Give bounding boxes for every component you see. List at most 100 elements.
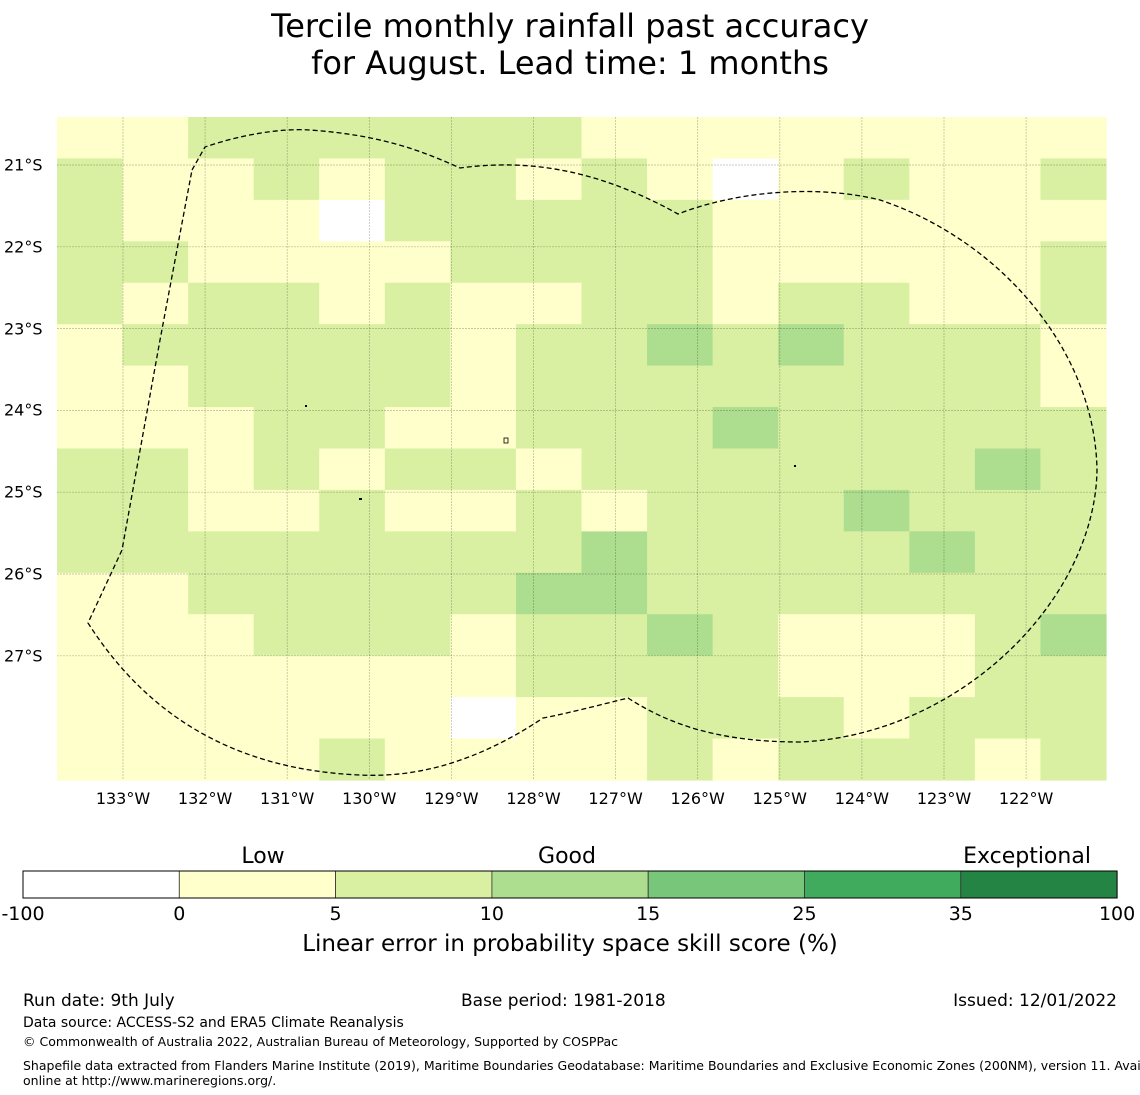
grid-cell xyxy=(57,241,124,284)
grid-cell xyxy=(909,407,976,450)
grid-cell xyxy=(188,489,255,532)
grid-cell xyxy=(450,448,517,491)
colorbar-category-exceptional: Exceptional xyxy=(963,844,1091,869)
grid-cell xyxy=(712,572,779,615)
grid-cell xyxy=(843,324,910,367)
grid-cell xyxy=(253,407,320,450)
skill-grid-cells xyxy=(57,117,1107,781)
grid-cell xyxy=(384,572,451,615)
colorbar-segment xyxy=(804,870,962,899)
grid-cell xyxy=(712,407,779,450)
grid-cell xyxy=(122,531,189,574)
grid-cell xyxy=(188,158,255,201)
grid-cell xyxy=(909,365,976,408)
grid-cell xyxy=(843,407,910,450)
island-marker xyxy=(794,465,796,467)
grid-cell xyxy=(57,407,124,450)
colorbar-tick-label: 0 xyxy=(173,903,186,925)
grid-cell xyxy=(974,738,1042,781)
colorbar-tick-label: 25 xyxy=(792,903,817,925)
grid-cell xyxy=(384,738,451,781)
grid-cell xyxy=(974,158,1042,201)
grid-cell xyxy=(974,407,1042,450)
grid-cell xyxy=(647,489,714,532)
grid-cell xyxy=(778,241,845,284)
shapefile-credit-line-1: Shapefile data extracted from Flanders M… xyxy=(23,1058,1140,1073)
grid-cell xyxy=(319,531,386,574)
grid-cell xyxy=(319,655,386,698)
grid-cell xyxy=(384,531,451,574)
grid-cell xyxy=(712,738,779,781)
grid-cell xyxy=(253,365,320,408)
grid-cell xyxy=(909,199,976,242)
grid-cell xyxy=(122,324,189,367)
grid-cell xyxy=(188,199,255,242)
grid-cell xyxy=(515,572,583,615)
grid-cell xyxy=(909,324,976,367)
grid-cell xyxy=(515,697,583,740)
colorbar-segment xyxy=(491,870,649,899)
grid-cell xyxy=(384,697,451,740)
grid-cell xyxy=(57,572,124,615)
map-title-line-1: Tercile monthly rainfall past accuracy xyxy=(271,7,869,45)
grid-cell xyxy=(188,738,255,781)
longitude-tick-label: 127°W xyxy=(588,789,643,808)
grid-cell xyxy=(253,448,320,491)
longitude-tick-label: 130°W xyxy=(342,789,397,808)
grid-cell xyxy=(253,199,320,242)
longitude-tick-label: 131°W xyxy=(260,789,315,808)
latitude-tick-label: 27°S xyxy=(4,646,43,666)
shapefile-credit-line-2: online at http://www.marineregions.org/. xyxy=(23,1073,277,1088)
grid-cell xyxy=(1040,241,1107,284)
grid-cell xyxy=(909,448,976,491)
grid-cell xyxy=(581,365,648,408)
grid-cell xyxy=(974,572,1042,615)
grid-cell xyxy=(450,655,517,698)
base-period: Base period: 1981-2018 xyxy=(461,991,666,1011)
grid-cell xyxy=(515,407,583,450)
grid-cell xyxy=(57,199,124,242)
grid-cell xyxy=(581,448,648,491)
grid-cell xyxy=(909,614,976,657)
grid-cell xyxy=(778,531,845,574)
grid-cell xyxy=(843,489,910,532)
grid-cell xyxy=(647,448,714,491)
grid-cell xyxy=(319,614,386,657)
grid-cell xyxy=(515,448,583,491)
grid-cell xyxy=(909,738,976,781)
grid-cell xyxy=(712,117,779,160)
grid-cell xyxy=(253,241,320,284)
grid-cell xyxy=(778,697,845,740)
grid-cell xyxy=(57,489,124,532)
grid-cell xyxy=(319,117,386,160)
grid-cell xyxy=(515,324,583,367)
grid-cell xyxy=(581,241,648,284)
grid-cell xyxy=(909,158,976,201)
grid-cell xyxy=(450,241,517,284)
grid-cell xyxy=(647,614,714,657)
grid-cell xyxy=(1040,448,1107,491)
grid-cell xyxy=(188,241,255,284)
grid-cell xyxy=(712,282,779,325)
grid-cell xyxy=(778,117,845,160)
grid-cell xyxy=(319,448,386,491)
latitude-tick-label: 22°S xyxy=(4,237,43,257)
grid-cell xyxy=(57,738,124,781)
grid-cell xyxy=(384,282,451,325)
colorbar-tick-label: 100 xyxy=(1098,903,1136,925)
grid-cell xyxy=(57,614,124,657)
grid-cell xyxy=(581,655,648,698)
grid-cell xyxy=(909,489,976,532)
grid-cell xyxy=(712,531,779,574)
grid-cell xyxy=(778,407,845,450)
grid-cell xyxy=(122,365,189,408)
grid-cell xyxy=(581,117,648,160)
colorbar-outline xyxy=(22,870,1118,899)
grid-cell xyxy=(974,199,1042,242)
grid-cell xyxy=(712,697,779,740)
grid-cell xyxy=(188,407,255,450)
grid-cell xyxy=(909,655,976,698)
grid-cell xyxy=(647,241,714,284)
grid-cell xyxy=(319,572,386,615)
colorbar-tick-label: 35 xyxy=(948,903,973,925)
